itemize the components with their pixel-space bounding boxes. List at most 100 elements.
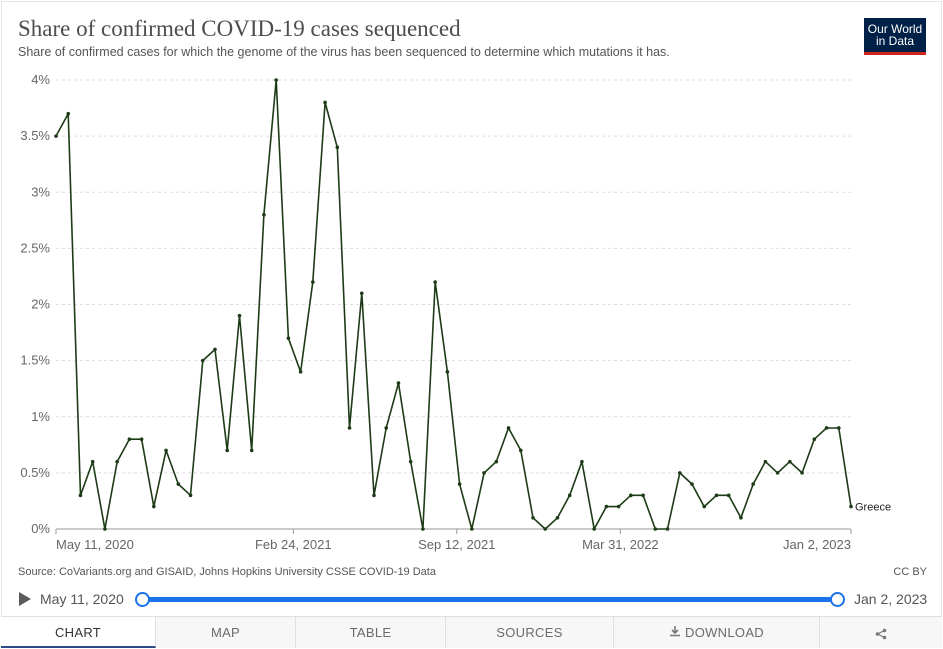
data-point [482,471,486,475]
y-tick-label: 0% [31,521,50,536]
logo-accent-bar [864,52,926,55]
data-point [506,426,511,430]
data-point [164,448,168,453]
data-point [384,426,389,430]
download-icon [669,618,681,649]
data-point [494,459,499,464]
tab-sources-label: SOURCES [496,625,563,640]
tab-map-label: MAP [210,625,241,640]
tab-download-label: DOWNLOAD [685,625,764,640]
data-point [359,291,364,296]
data-point [396,381,401,385]
source-note: Source: CoVariants.org and GISAID, Johns… [18,566,436,578]
tab-table[interactable]: TABLE [296,617,446,648]
data-point [714,493,719,498]
logo-line-1: Our World [867,22,923,36]
owid-logo[interactable]: Our World in Data [864,18,926,55]
timeline-end-label: Jan 2, 2023 [854,591,928,607]
data-point [849,504,853,509]
data-point [176,482,181,486]
data-point [372,493,376,498]
data-point [237,313,242,318]
y-tick-label: 0.5% [20,465,50,480]
data-point [812,437,817,442]
data-point [616,504,621,509]
tab-download[interactable]: DOWNLOAD [614,617,820,648]
chart-area: 0% 0.5% 1% 1.5% 2% 2.5% 3% 3.5% 4% May 11, 2020 Fe… [20,72,891,552]
data-point [127,437,132,442]
data-point [555,515,560,520]
y-tick-label: 2.5% [20,240,50,255]
x-tick-label: Feb 24, 2021 [255,537,332,552]
series-label: Greece [855,502,891,514]
tab-map[interactable]: MAP [156,617,296,648]
data-point [286,336,291,340]
y-tick-label: 4% [31,72,50,87]
play-icon[interactable] [19,592,31,606]
data-point [457,482,462,486]
data-point [677,471,682,475]
data-point [763,459,768,464]
data-point [335,145,340,150]
tab-sources[interactable]: SOURCES [446,617,614,648]
data-point [653,527,658,531]
page-title: Share of confirmed COVID-19 cases sequen… [18,16,461,41]
data-point [788,459,792,464]
data-point [690,482,694,486]
data-point [702,504,707,509]
data-point [543,527,548,531]
y-tick-label: 3% [31,184,50,199]
data-point [836,426,841,430]
chart-subtitle: Share of confirmed cases for which the g… [18,45,670,59]
x-tick-label: Mar 31, 2022 [582,537,659,552]
y-tick-label: 3.5% [20,128,50,143]
share-button[interactable] [820,617,942,648]
data-point [665,527,670,531]
timeline-start-handle[interactable] [135,592,150,607]
data-point [445,370,450,374]
data-point [90,459,95,464]
data-point [213,347,217,352]
x-tick-label: May 11, 2020 [56,537,134,552]
data-point [800,471,804,475]
data-point [225,448,230,453]
timeline-end-handle[interactable] [830,592,845,607]
data-point [188,493,193,498]
data-point [518,448,523,453]
data-point [421,527,425,531]
data-point [249,448,254,453]
data-point [470,527,474,531]
data-point [531,515,535,520]
timeline-track[interactable] [142,597,838,602]
data-point [311,280,315,284]
tab-chart-label: CHART [54,625,102,640]
data-point [54,134,58,138]
data-point [298,370,303,374]
data-point [739,515,743,520]
series-line-greece [55,79,852,530]
data-point [139,437,144,442]
license-label[interactable]: CC BY [893,566,927,578]
tab-chart[interactable]: CHART [1,617,156,648]
data-point [152,504,156,509]
data-point [824,426,829,430]
y-tick-label: 1.5% [20,353,50,368]
y-tick-label: 1% [31,409,50,424]
data-point [347,426,352,430]
x-tick-label: Jan 2, 2023 [783,537,851,552]
data-point [78,493,83,498]
data-point [200,358,205,363]
data-point [66,111,71,116]
share-icon [875,625,887,640]
data-point [433,280,437,284]
data-point [726,493,731,498]
data-point [103,527,107,531]
data-point [408,459,413,464]
data-point [641,493,645,498]
tab-bar: CHART MAP TABLE SOURCES DOWNLOAD [1,616,942,648]
timeline-start-label: May 11, 2020 [40,591,124,607]
tab-table-label: TABLE [349,625,392,640]
data-point [775,471,780,475]
y-tick-label: 2% [31,297,50,312]
timeline-slider: May 11, 2020 Jan 2, 2023 [0,588,943,612]
